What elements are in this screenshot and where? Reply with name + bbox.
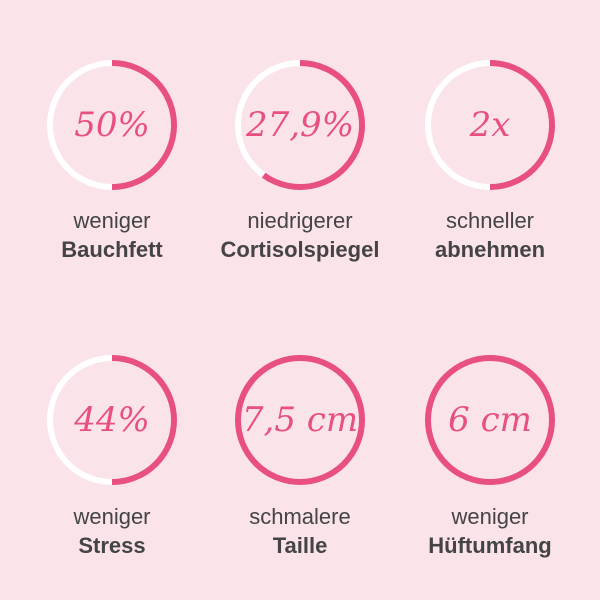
stat-label: niedrigerer	[247, 208, 352, 233]
stat-label: weniger	[72, 504, 150, 529]
stat-label-bold: Stress	[78, 533, 145, 558]
stat-label-bold: abnehmen	[435, 237, 545, 262]
stat-value: 6 cm	[448, 400, 532, 440]
stat-label: weniger	[450, 504, 528, 529]
ring-arc	[261, 60, 365, 190]
stat-label-bold: Taille	[273, 533, 328, 558]
stat-label-bold: Bauchfett	[61, 237, 163, 262]
ring-arc	[111, 60, 177, 190]
ring-arc	[235, 355, 365, 485]
stat-value: 7,5 cm	[242, 400, 358, 440]
stat-value: 50%	[74, 105, 150, 145]
stat-label-bold: Cortisolspiegel	[221, 237, 380, 262]
stat-label-bold: Hüftumfang	[428, 533, 551, 558]
stat-label: schneller	[446, 208, 534, 233]
stat-value: 2x	[469, 105, 511, 145]
stat-value: 44%	[73, 400, 150, 440]
stat-label: weniger	[72, 208, 150, 233]
ring-arc	[425, 355, 555, 485]
stat-value: 27,9%	[245, 105, 354, 145]
ring-arc	[489, 60, 555, 190]
stat-label: schmalere	[249, 504, 350, 529]
ring-arc	[111, 355, 177, 485]
